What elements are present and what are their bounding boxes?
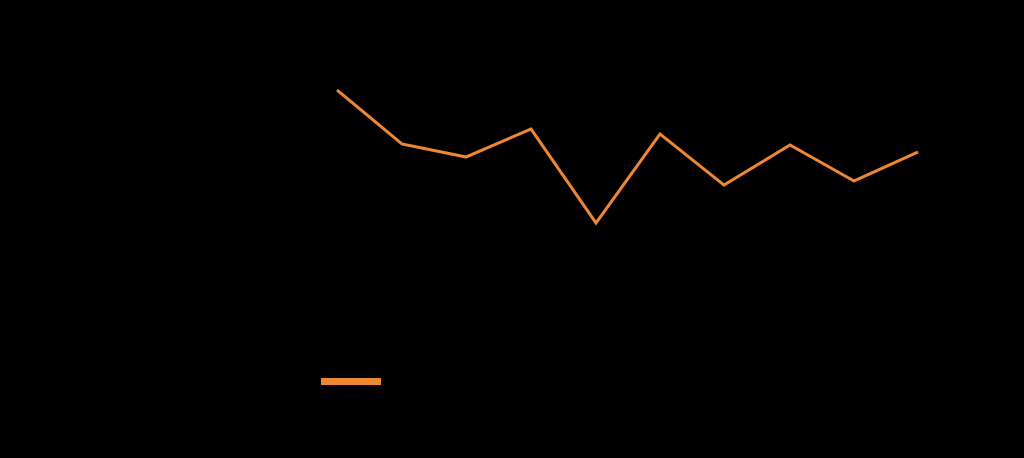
legend-color-swatch	[321, 378, 381, 385]
data-series-line	[336, 88, 919, 226]
chart-legend[interactable]	[321, 378, 389, 385]
